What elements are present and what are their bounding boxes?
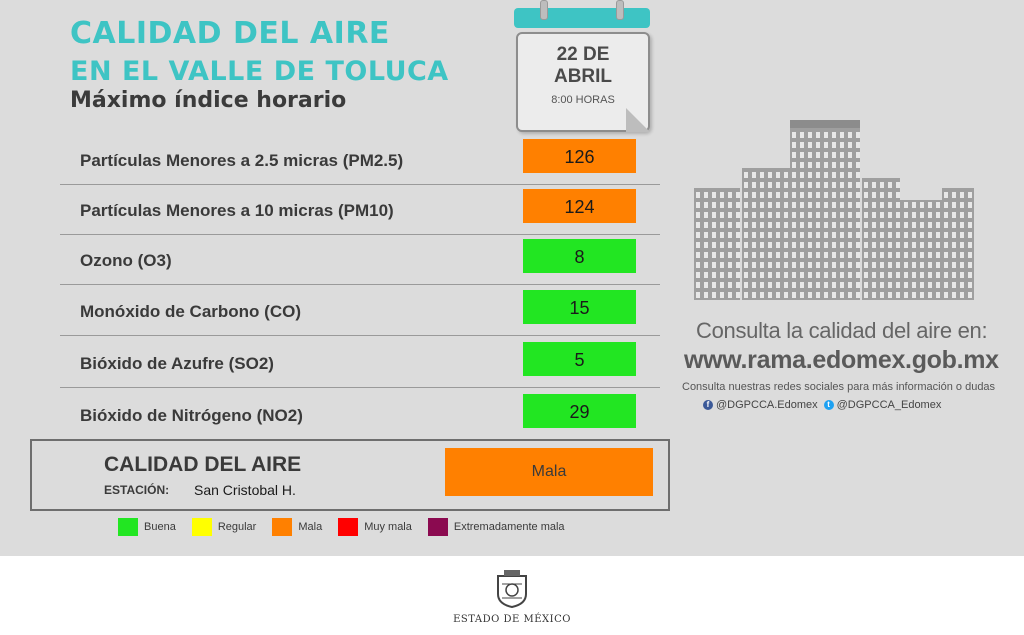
legend-label: Mala xyxy=(298,521,323,533)
title-line-2: EN EL VALLE DE TOLUCA xyxy=(70,56,449,87)
legend-item-buena: Buena xyxy=(118,518,176,536)
station-label: ESTACIÓN: xyxy=(104,483,170,497)
calendar-ring-right xyxy=(616,0,624,20)
legend-swatch xyxy=(427,518,448,536)
legend-item-extremadamente-mala: Extremadamente mala xyxy=(427,518,565,536)
facebook-icon: f xyxy=(703,400,713,410)
pollutant-row-pm25: Partículas Menores a 2.5 micras (PM2.5) … xyxy=(0,139,660,189)
row-divider xyxy=(60,284,660,285)
calendar-page-fold xyxy=(626,108,650,132)
pollutant-row-no2: Bióxido de Nitrógeno (NO2) 29 xyxy=(0,394,660,444)
calendar-icon: 22 DE ABRIL 8:00 HORAS xyxy=(512,0,652,135)
legend-item-mala: Mala xyxy=(272,518,322,536)
pollutant-name: Ozono (O3) xyxy=(80,251,172,270)
air-quality-panel: CALIDAD DEL AIRE EN EL VALLE DE TOLUCA M… xyxy=(0,0,1024,556)
station-name: San Cristobal H. xyxy=(194,482,296,498)
row-divider xyxy=(60,387,660,388)
pollutant-name: Partículas Menores a 2.5 micras (PM2.5) xyxy=(80,151,404,170)
twitter-handle[interactable]: @DGPCCA_Edomex xyxy=(836,399,942,411)
facebook-handle[interactable]: @DGPCCA.Edomex xyxy=(716,399,818,411)
air-quality-summary: CALIDAD DEL AIRE ESTACIÓN: San Cristobal… xyxy=(30,439,670,511)
pollutant-row-o3: Ozono (O3) 8 xyxy=(0,239,660,289)
row-divider xyxy=(60,335,660,336)
consult-text: Consulta la calidad del aire en: xyxy=(696,318,988,343)
social-handles: f @DGPCCA.Edomex t @DGPCCA_Edomex xyxy=(703,399,941,411)
legend-swatch xyxy=(272,518,293,536)
calendar-page: 22 DE ABRIL 8:00 HORAS xyxy=(516,32,650,132)
pollutant-name: Bióxido de Azufre (SO2) xyxy=(80,354,274,373)
pollutant-value: 5 xyxy=(523,342,636,376)
pollutant-value: 8 xyxy=(523,239,636,273)
social-info-text: Consulta nuestras redes sociales para má… xyxy=(682,381,996,393)
pollutant-row-co: Monóxido de Carbono (CO) 15 xyxy=(0,290,660,340)
legend-item-regular: Regular xyxy=(191,518,257,536)
calendar-header-bar xyxy=(514,8,650,28)
city-buildings-icon xyxy=(694,120,974,300)
legend-label: Extremadamente mala xyxy=(453,521,565,533)
legend-label: Regular xyxy=(217,521,257,533)
pollutant-name: Bióxido de Nitrógeno (NO2) xyxy=(80,406,303,425)
footer-state-name: ESTADO DE MÉXICO xyxy=(453,614,571,625)
pollutant-value: 29 xyxy=(523,394,636,428)
title-line-1: CALIDAD DEL AIRE xyxy=(70,16,390,51)
row-divider xyxy=(60,234,660,235)
legend-swatch xyxy=(191,518,212,536)
legend-label: Muy mala xyxy=(364,521,412,533)
pollutant-name: Monóxido de Carbono (CO) xyxy=(80,302,301,321)
legend: Buena Regular Mala Muy mala Extremadamen… xyxy=(118,517,581,537)
legend-swatch xyxy=(338,518,359,536)
legend-label: Buena xyxy=(144,521,176,533)
pollutant-value: 124 xyxy=(523,189,636,223)
row-divider xyxy=(60,184,660,185)
status-badge: Mala xyxy=(445,448,653,496)
state-seal-icon xyxy=(497,570,527,608)
legend-swatch xyxy=(118,518,138,536)
pollutant-name: Partículas Menores a 10 micras (PM10) xyxy=(80,201,394,220)
pollutant-value: 126 xyxy=(523,139,636,173)
pollutant-row-so2: Bióxido de Azufre (SO2) 5 xyxy=(0,342,660,392)
twitter-icon: t xyxy=(823,400,834,410)
subtitle: Máximo índice horario xyxy=(70,88,347,113)
website-link[interactable]: www.rama.edomex.gob.mx xyxy=(684,346,999,374)
legend-item-muy-mala: Muy mala xyxy=(338,518,412,536)
summary-title: CALIDAD DEL AIRE xyxy=(104,453,302,476)
pollutant-row-pm10: Partículas Menores a 10 micras (PM10) 12… xyxy=(0,189,660,239)
calendar-time: 8:00 HORAS xyxy=(551,94,615,106)
pollutant-value: 15 xyxy=(523,290,636,324)
calendar-date: 22 DE ABRIL xyxy=(553,44,613,87)
calendar-ring-left xyxy=(540,0,548,20)
